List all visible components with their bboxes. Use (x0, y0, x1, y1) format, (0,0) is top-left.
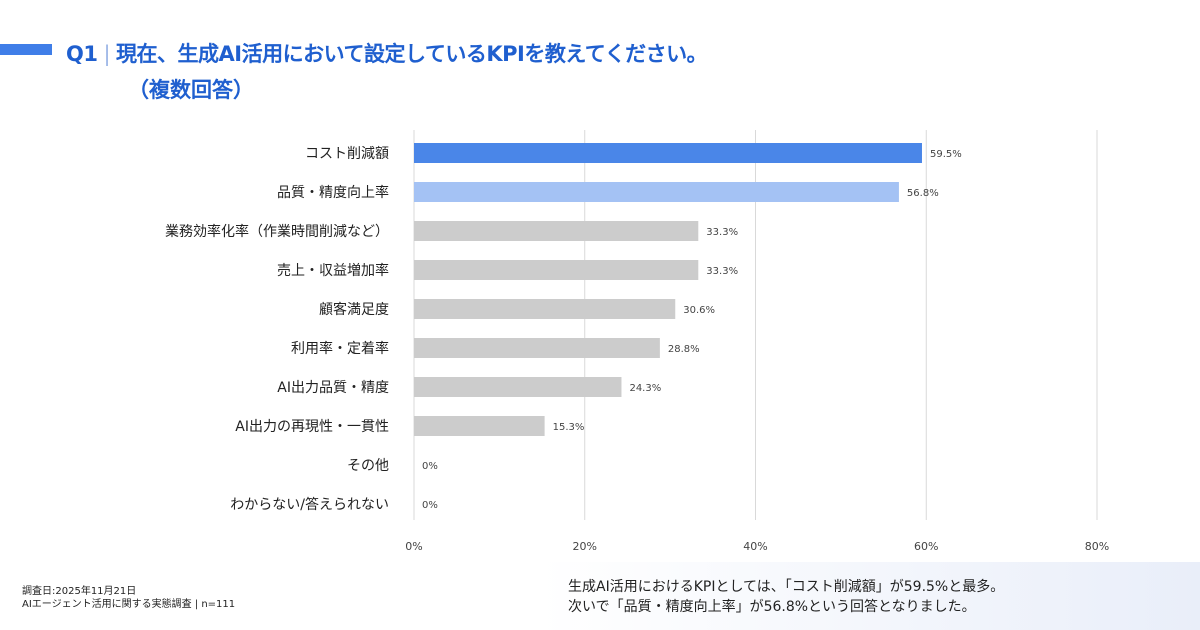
x-tick-label: 0% (405, 540, 422, 553)
accent-bar (0, 44, 52, 55)
bar (414, 377, 622, 397)
page-title: Q1 | 現在、生成AI活用において設定しているKPIを教えてください。 (66, 36, 708, 72)
question-text: 現在、生成AI活用において設定しているKPIを教えてください。 (116, 42, 708, 66)
data-label: 33.3% (706, 266, 738, 277)
summary-line-2: 次いで「品質・精度向上率」が56.8%という回答となりました。 (568, 599, 976, 615)
bar (414, 338, 660, 358)
data-label: 0% (422, 461, 438, 472)
data-label: 24.3% (629, 383, 661, 394)
bar (414, 260, 699, 280)
category-label: 利用率・定着率 (291, 340, 389, 357)
category-label: 売上・収益増加率 (277, 262, 389, 279)
data-label: 28.8% (668, 344, 700, 355)
category-label: 品質・精度向上率 (277, 184, 389, 201)
summary-line-1: 生成AI活用におけるKPIとしては、「コスト削減額」が59.5%と最多。 (568, 579, 1005, 595)
category-label: その他 (347, 458, 389, 474)
data-label: 59.5% (930, 149, 962, 160)
x-tick-label: 60% (914, 540, 938, 553)
question-number: Q1 (66, 42, 98, 66)
category-label: 顧客満足度 (319, 301, 389, 318)
category-label: わからない/答えられない (230, 496, 389, 513)
page-subtitle: （複数回答） (128, 78, 254, 102)
x-tick-label: 40% (743, 540, 767, 553)
bar (414, 143, 922, 163)
data-label: 33.3% (706, 227, 738, 238)
data-label: 56.8% (907, 188, 939, 199)
bar (414, 299, 676, 319)
data-label: 30.6% (683, 305, 715, 316)
summary: 生成AI活用におけるKPIとしては、「コスト削減額」が59.5%と最多。 次いで… (568, 577, 1004, 617)
summary-background (540, 562, 1200, 630)
x-tick-label: 80% (1085, 540, 1109, 553)
x-tick-label: 20% (573, 540, 597, 553)
bar (414, 221, 699, 241)
category-label: AI出力の再現性・一貫性 (235, 419, 389, 435)
data-label: 0% (422, 500, 438, 511)
title-separator: | (103, 42, 111, 66)
category-label: AI出力品質・精度 (277, 380, 389, 396)
category-label: コスト削減額 (305, 145, 389, 162)
bar (414, 182, 899, 202)
survey-date: 調査日:2025年11月21日 (22, 586, 137, 597)
bar (414, 416, 545, 436)
survey-info: 調査日:2025年11月21日 AIエージェント活用に関する実態調査 | n=1… (22, 585, 235, 611)
survey-source: AIエージェント活用に関する実態調査 | n=111 (22, 599, 236, 610)
data-label: 15.3% (553, 422, 585, 433)
category-label: 業務効率化率（作業時間削減など） (165, 223, 389, 240)
